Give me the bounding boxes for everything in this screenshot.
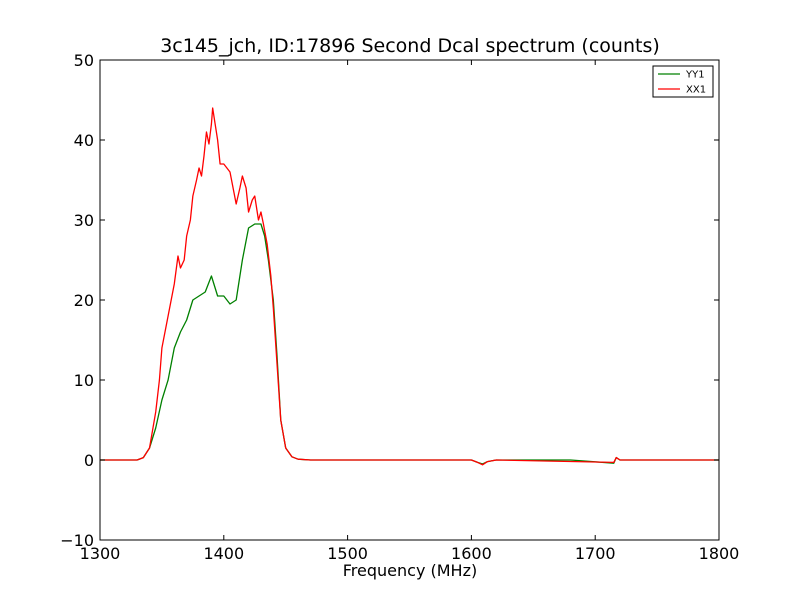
plot-area: 1300 1400 1500 1600 1700 1800 −10 0 10 20 30 40 50 [60,51,739,563]
legend-box [652,65,714,98]
x-axis-title: Frequency (MHz) [343,561,477,580]
legend-label-yy1: YY1 [685,70,705,81]
tick-layer: 1300 1400 1500 1600 1700 1800 −10 0 10 20 30 40 50 [60,51,739,563]
y-tick-label: −10 [60,531,94,550]
y-tick-label: 10 [74,371,94,390]
x-tick-label: 1400 [203,544,244,563]
x-tick-label: 1500 [327,544,368,563]
legend-label-xx1: XX1 [686,85,706,96]
y-tick-label: 30 [74,211,94,230]
y-tick-label: 0 [84,451,94,470]
x-tick-label: 1800 [699,544,740,563]
chart-title: 3c145_jch, ID:17896 Second Dcal spectrum… [160,35,660,57]
y-tick-label: 50 [74,51,94,70]
x-tick-label: 1300 [80,544,121,563]
x-tick-label: 1700 [575,544,616,563]
y-tick-label: 40 [74,131,94,150]
series-line-xx1 [100,107,719,466]
legend: YY1 XX1 [652,65,714,98]
y-tick-label: 20 [74,291,94,310]
series-layer [100,107,719,466]
x-tick-label: 1600 [451,544,492,563]
